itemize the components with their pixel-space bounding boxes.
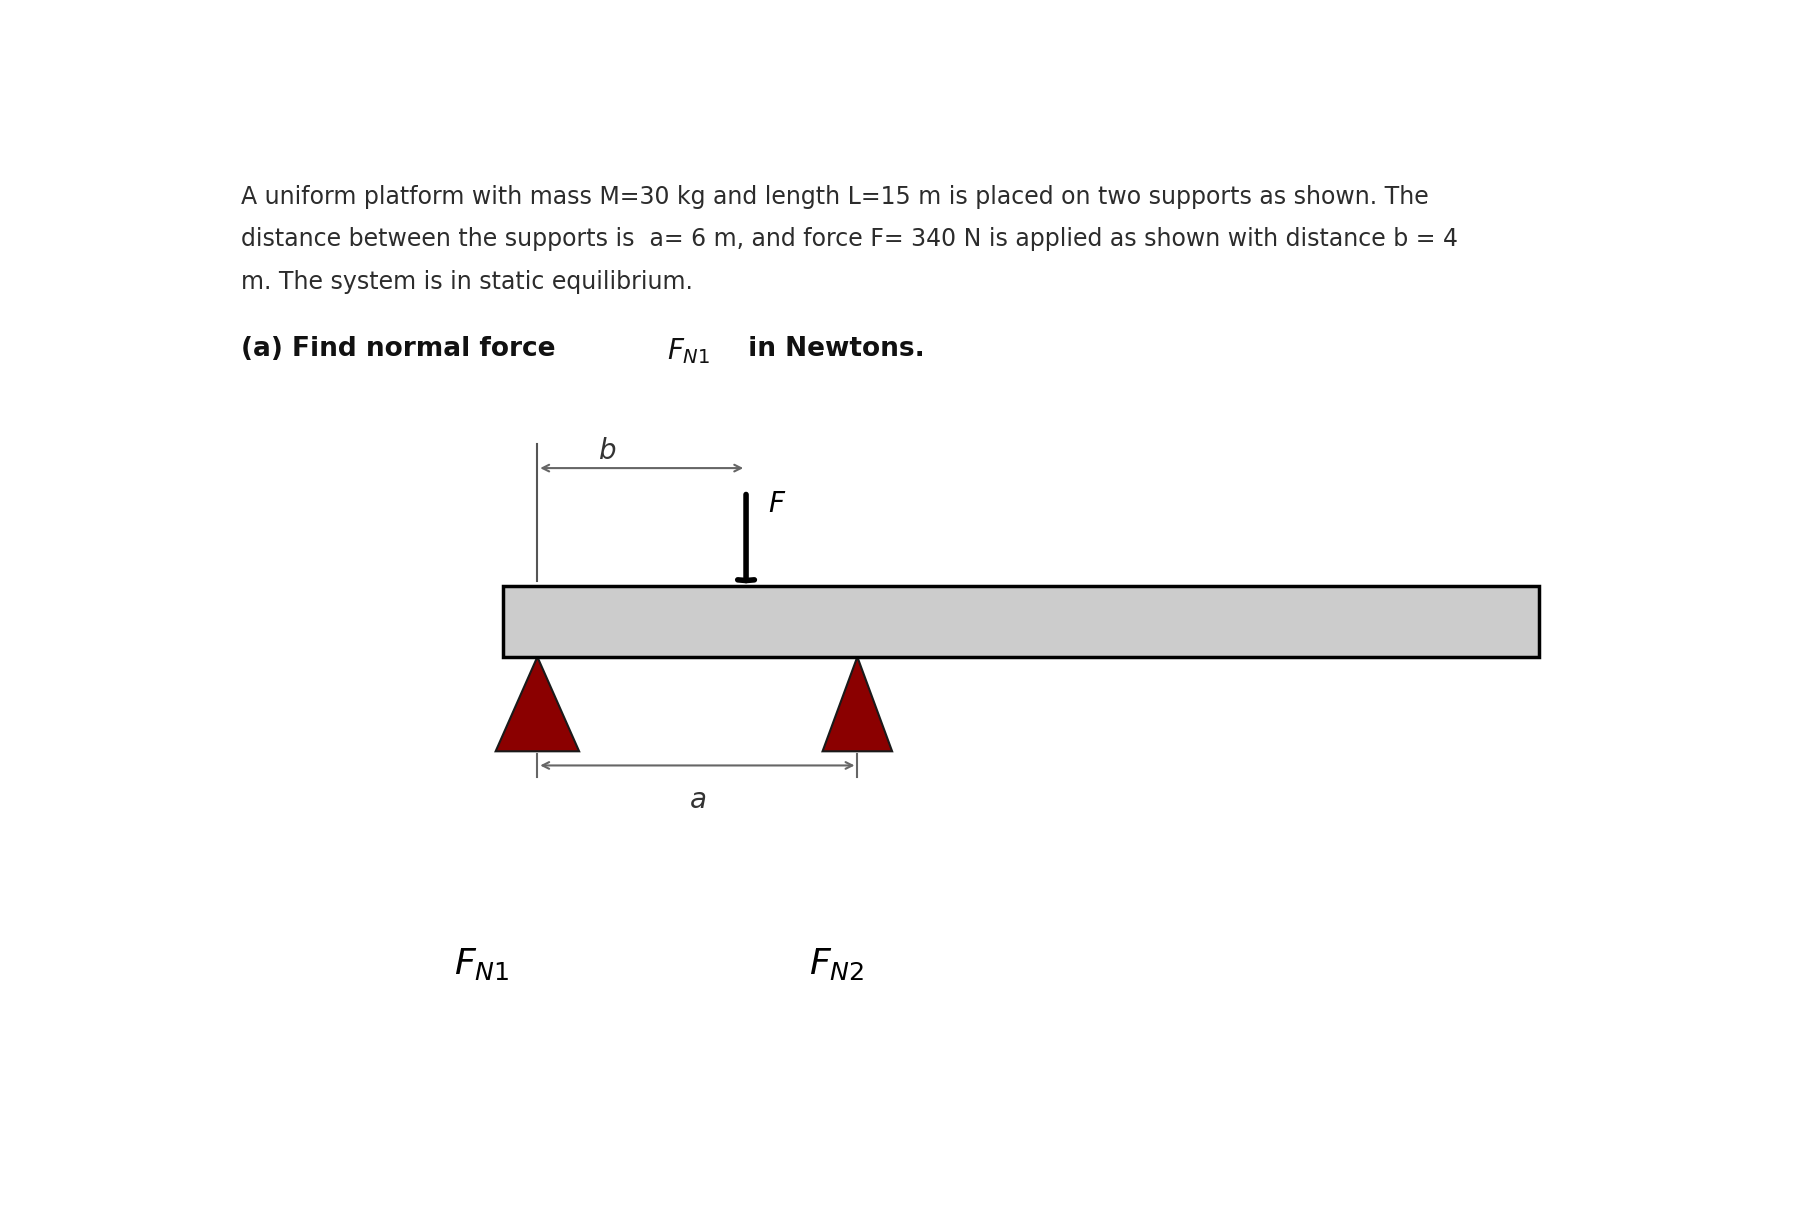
Text: A uniform platform with mass M=30 kg and length L=15 m is placed on two supports: A uniform platform with mass M=30 kg and… (241, 185, 1429, 208)
Text: $\mathit{F}$: $\mathit{F}$ (768, 490, 786, 517)
Text: (a) Find normal force: (a) Find normal force (241, 336, 565, 362)
Polygon shape (822, 657, 892, 752)
Text: in Newtons.: in Newtons. (740, 336, 924, 362)
Text: distance between the supports is  a= 6 m, and force F= 340 N is applied as shown: distance between the supports is a= 6 m,… (241, 227, 1458, 251)
Bar (503, 586, 1538, 657)
Text: $b$: $b$ (598, 438, 616, 465)
Text: m. The system is in static equilibrium.: m. The system is in static equilibrium. (241, 270, 693, 294)
Text: $a$: $a$ (689, 786, 705, 814)
Polygon shape (495, 657, 580, 752)
Text: $F_{N1}$: $F_{N1}$ (666, 336, 709, 365)
Text: $F_{N2}$: $F_{N2}$ (810, 945, 863, 982)
Text: $F_{N1}$: $F_{N1}$ (454, 945, 510, 982)
